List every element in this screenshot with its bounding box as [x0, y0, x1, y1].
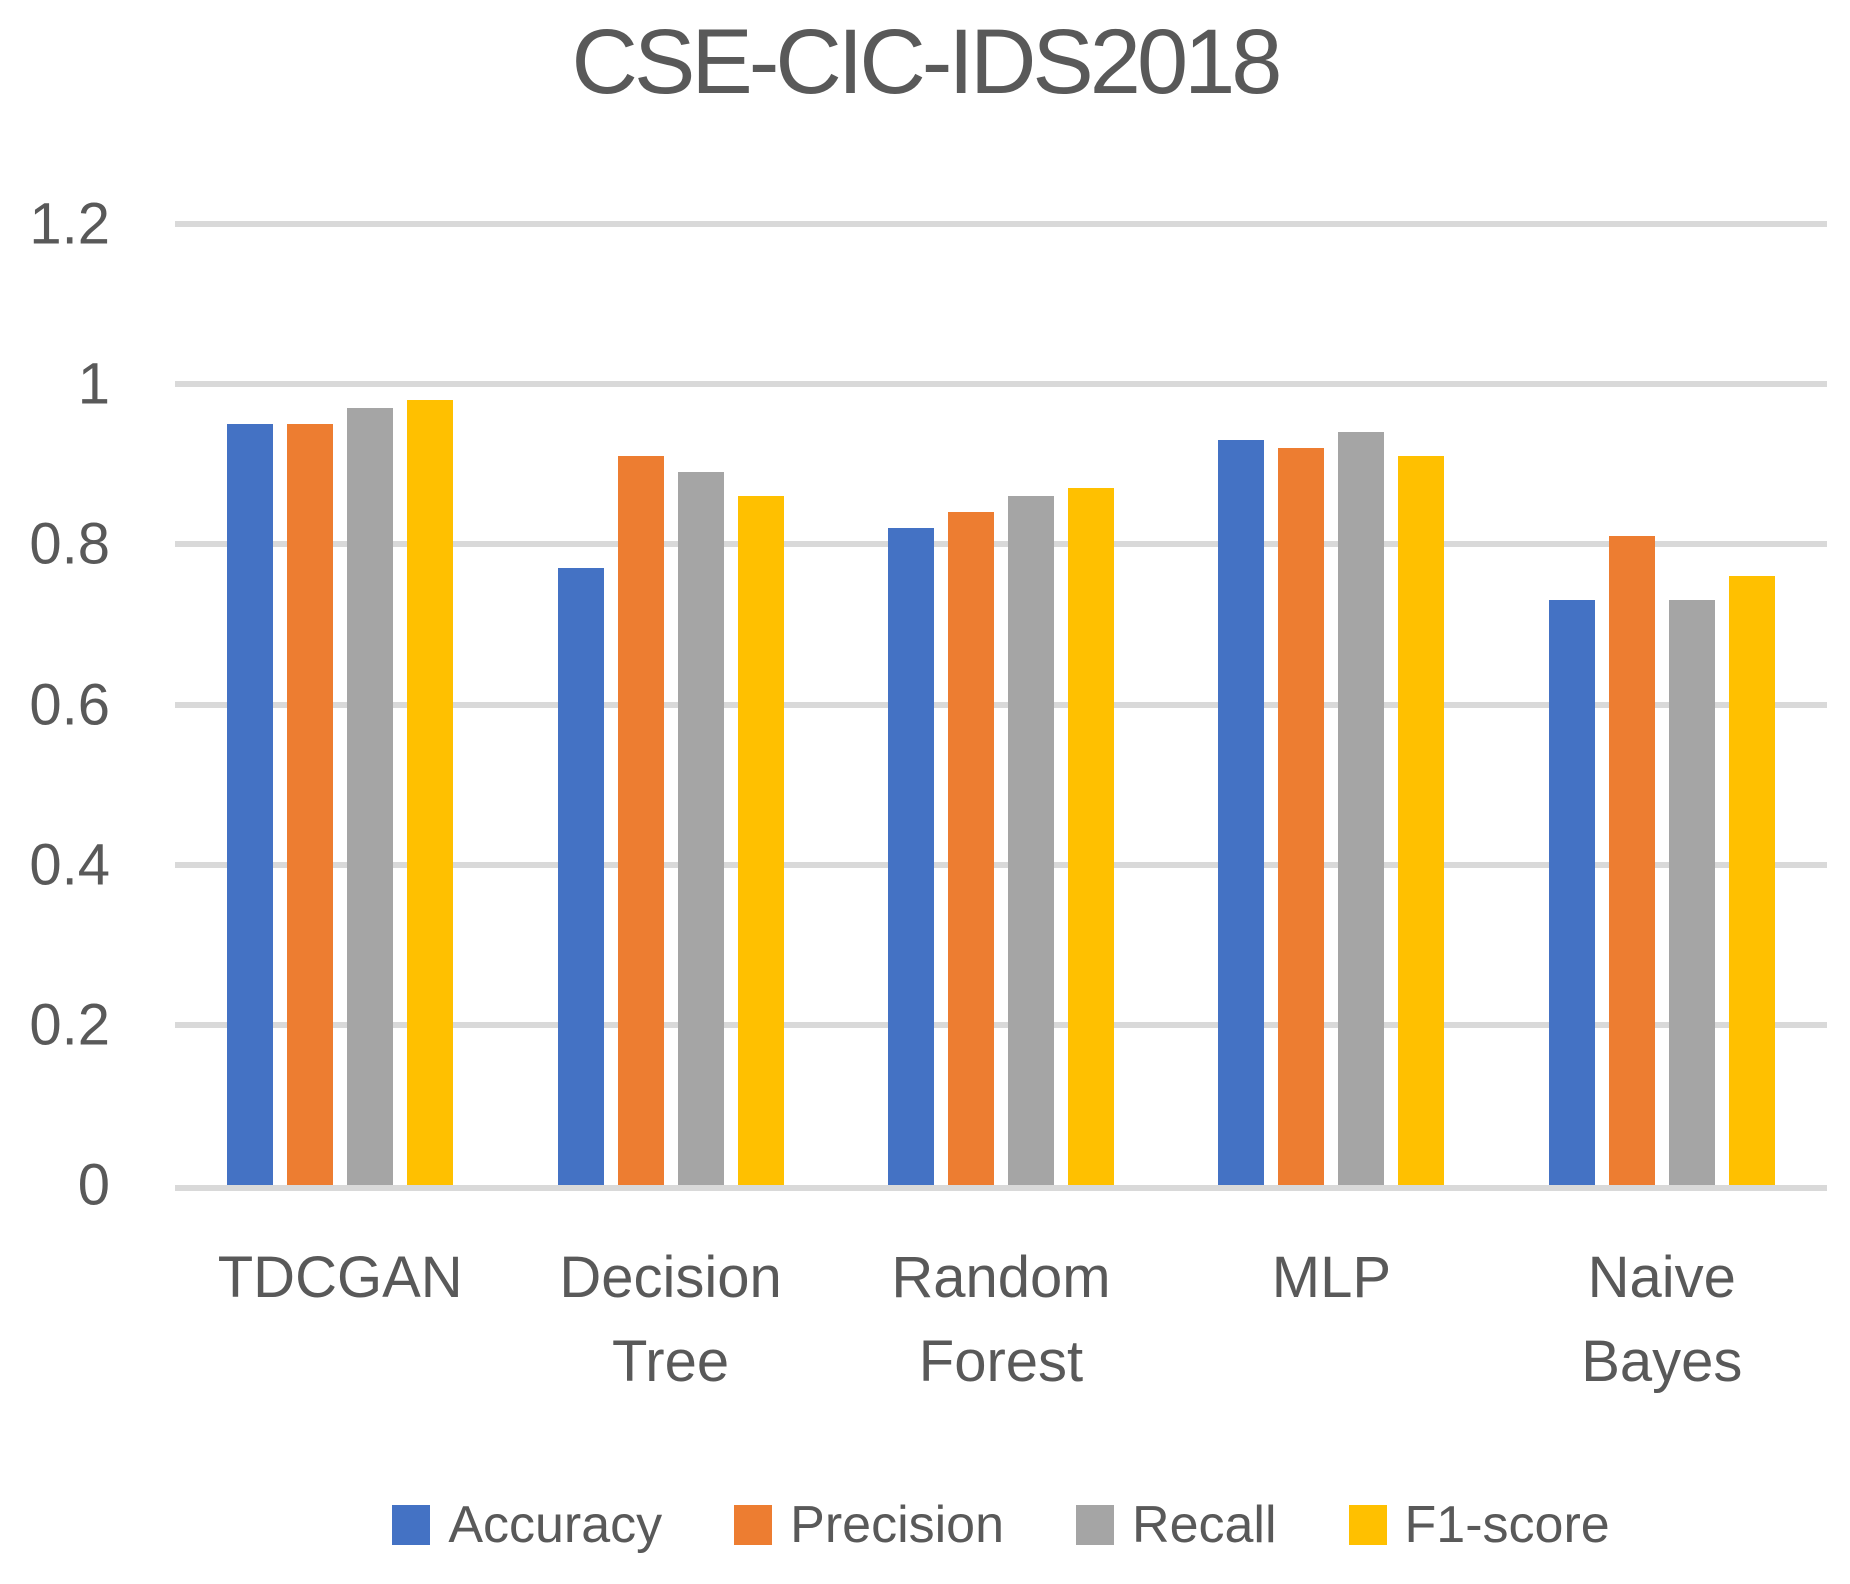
gridline — [175, 221, 1827, 227]
bar-accuracy-5 — [1548, 600, 1595, 1185]
bar-f1-score-3 — [1068, 488, 1114, 1185]
bar-precision-1 — [287, 424, 334, 1185]
bar-accuracy-1 — [227, 424, 274, 1185]
bar-precision-5 — [1608, 536, 1655, 1185]
plot-area — [175, 221, 1827, 1191]
x-axis-category-label: TDCGAN — [217, 1245, 463, 1310]
legend-label: Precision — [790, 1496, 1005, 1554]
bar-f1-score-1 — [407, 400, 454, 1185]
y-axis-tick-label: 1 — [77, 351, 110, 417]
legend-swatch-icon — [392, 1505, 431, 1545]
bar-recall-3 — [1008, 496, 1054, 1185]
bar-recall-2 — [677, 472, 724, 1185]
legend-item-f1-score: F1-score — [1348, 1495, 1610, 1555]
bar-recall-5 — [1668, 600, 1715, 1185]
x-axis-category-label: Decision Tree — [559, 1245, 782, 1394]
x-axis-category-label: MLP — [1271, 1245, 1392, 1310]
bar-f1-score-4 — [1398, 456, 1445, 1185]
gridline — [175, 701, 1827, 708]
bar-precision-3 — [948, 512, 994, 1185]
bar-accuracy-3 — [888, 528, 934, 1185]
y-axis-tick-label: 0 — [77, 1152, 110, 1218]
y-axis-tick-label: 0.6 — [29, 672, 110, 737]
bar-recall-4 — [1338, 432, 1385, 1185]
legend-swatch-icon — [1076, 1505, 1115, 1545]
y-axis-tick-label: 0.2 — [29, 992, 110, 1058]
gridline — [175, 1021, 1827, 1028]
legend-item-recall: Recall — [1076, 1495, 1277, 1555]
gridline — [175, 381, 1827, 388]
gridline — [175, 1185, 1827, 1191]
bar-recall-1 — [347, 408, 394, 1185]
x-axis-category-label: Random Forest — [891, 1245, 1111, 1394]
legend-label: Accuracy — [448, 1496, 663, 1554]
legend-swatch-icon — [734, 1505, 773, 1545]
x-axis-category-label: Naive Bayes — [1581, 1245, 1743, 1394]
gridline — [175, 541, 1827, 548]
bar-precision-4 — [1278, 448, 1325, 1185]
y-axis-tick-label: 1.2 — [29, 191, 110, 257]
chart-title: CSE-CIC-IDS2018 — [571, 11, 1283, 113]
legend: Accuracy Precision Recall F1-score — [175, 1494, 1827, 1556]
legend-item-accuracy: Accuracy — [392, 1495, 662, 1555]
y-axis-tick-label: 0.4 — [29, 832, 110, 898]
bar-f1-score-5 — [1728, 576, 1775, 1185]
bar-accuracy-2 — [557, 568, 604, 1185]
legend-swatch-icon — [1348, 1505, 1387, 1545]
gridline — [175, 861, 1827, 868]
bar-accuracy-4 — [1218, 440, 1265, 1185]
y-axis-tick-label: 0.8 — [29, 511, 110, 577]
legend-label: Recall — [1132, 1496, 1277, 1554]
bar-precision-2 — [617, 456, 664, 1185]
bar-f1-score-2 — [737, 496, 784, 1185]
legend-item-precision: Precision — [734, 1495, 1004, 1555]
legend-label: F1-score — [1404, 1496, 1610, 1554]
